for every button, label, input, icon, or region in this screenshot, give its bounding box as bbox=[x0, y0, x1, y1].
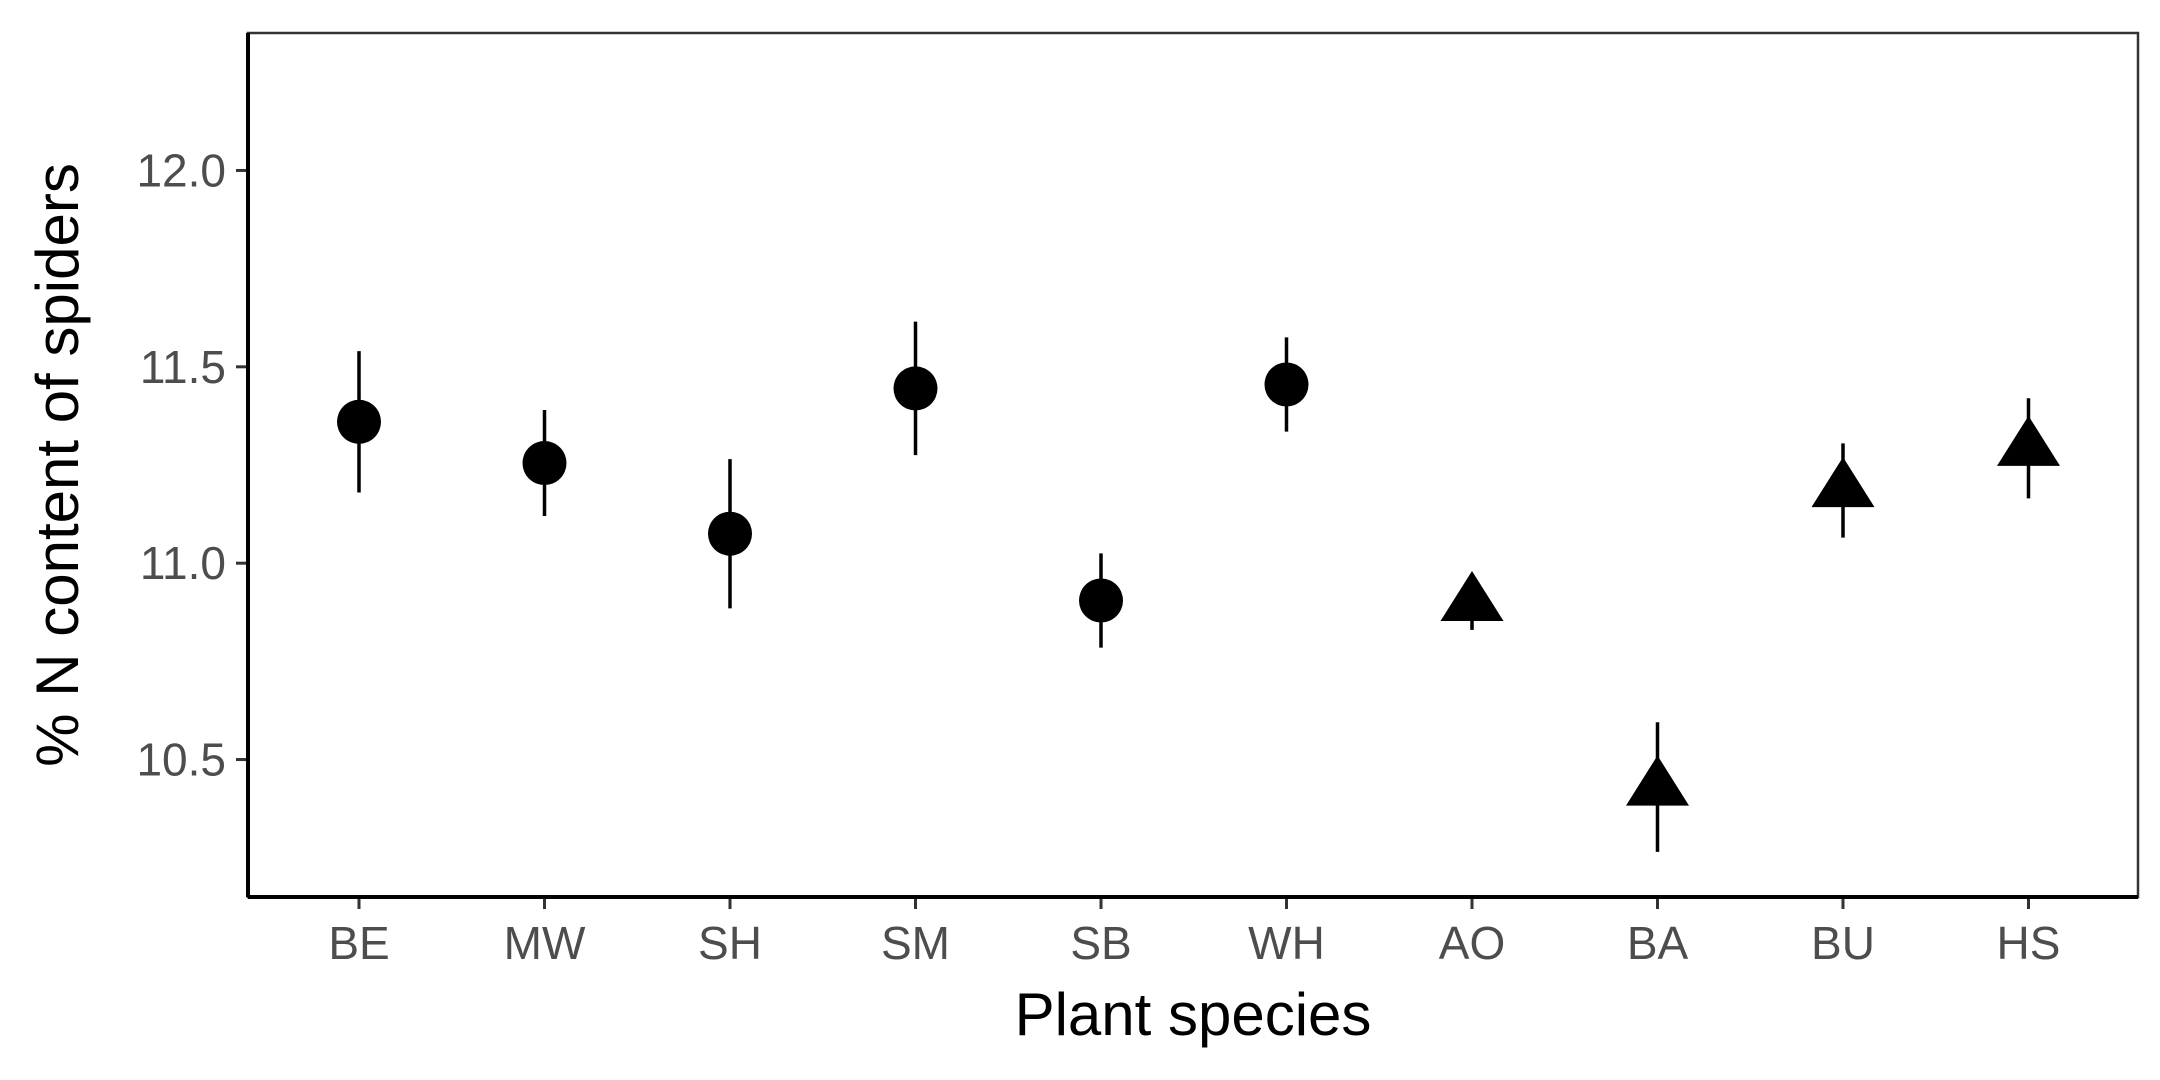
x-tick-label: MW bbox=[504, 917, 586, 969]
x-axis-title: Plant species bbox=[1015, 981, 1372, 1048]
y-tick-label: 10.5 bbox=[136, 734, 226, 786]
data-point-circle bbox=[708, 511, 752, 556]
x-axis-ticks: BE MW SH SM SB WH AO BA BU HS bbox=[328, 897, 2060, 969]
data-point-triangle bbox=[1626, 755, 1689, 806]
y-tick-label: 12.0 bbox=[136, 144, 226, 196]
y-axis-title: % N content of spiders bbox=[24, 163, 91, 767]
x-tick-label: BE bbox=[328, 917, 389, 969]
data-point-triangle bbox=[1440, 570, 1504, 622]
y-tick-label: 11.5 bbox=[140, 341, 226, 393]
data-point-circle bbox=[893, 366, 938, 411]
x-tick-label: SH bbox=[698, 917, 762, 969]
data-point-circle bbox=[1264, 362, 1309, 407]
y-axis-ticks: 10.5 11.0 11.5 12.0 bbox=[136, 144, 248, 786]
x-tick-label: SB bbox=[1070, 917, 1131, 969]
data-point-circle bbox=[522, 441, 567, 486]
data-point-triangle bbox=[1997, 415, 2060, 466]
y-tick-label: 11.0 bbox=[140, 537, 226, 589]
x-tick-label: AO bbox=[1439, 917, 1505, 969]
x-tick-label: BU bbox=[1811, 917, 1875, 969]
x-tick-label: WH bbox=[1248, 917, 1325, 969]
data-point-circle bbox=[337, 399, 381, 444]
data-point-triangle bbox=[1811, 457, 1875, 508]
x-tick-label: SM bbox=[881, 917, 950, 969]
data-points bbox=[337, 362, 2060, 806]
x-tick-label: HS bbox=[1997, 917, 2061, 969]
x-tick-label: BA bbox=[1627, 917, 1689, 969]
data-point-circle bbox=[1079, 578, 1123, 623]
